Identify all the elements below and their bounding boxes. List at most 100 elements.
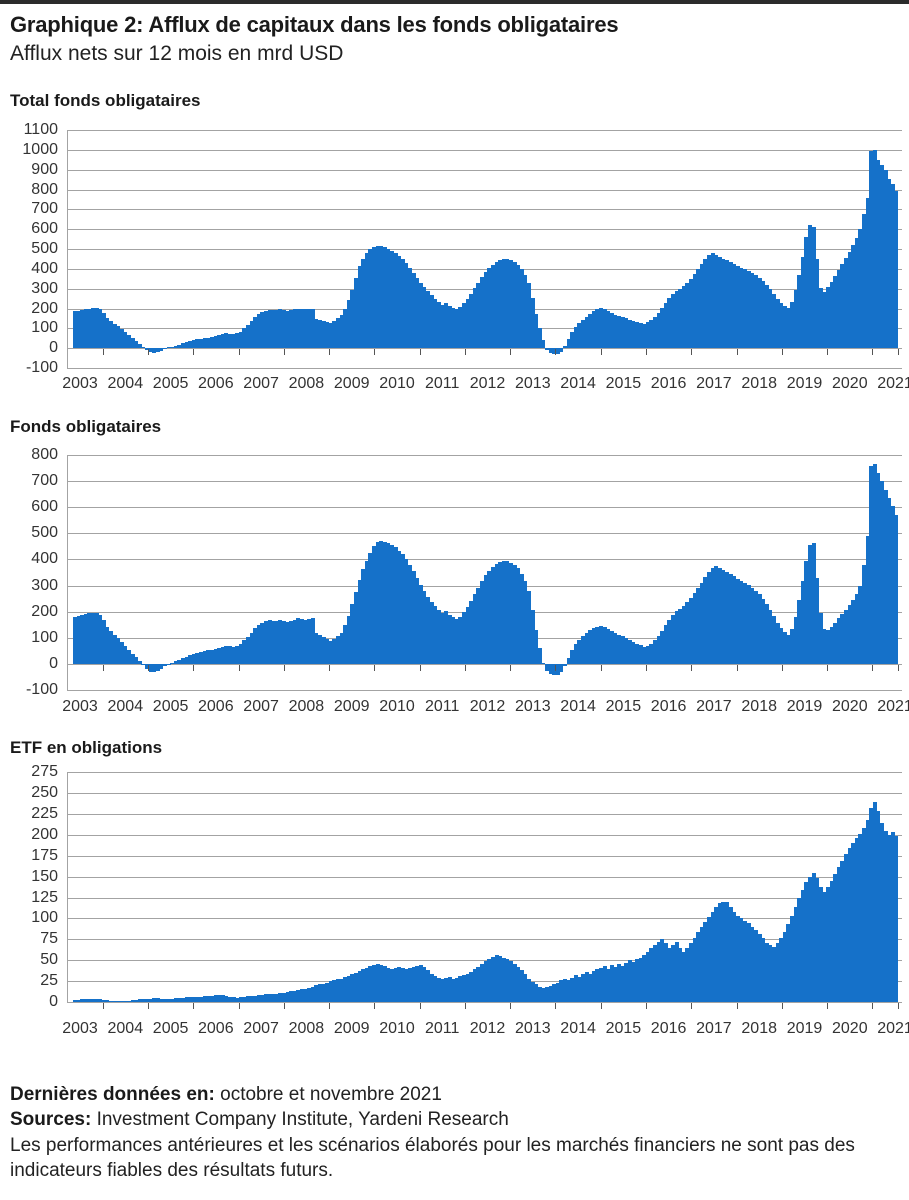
bar	[620, 966, 625, 1002]
bar	[861, 828, 866, 1002]
axis-tick	[147, 349, 149, 356]
bar	[638, 323, 643, 349]
bar	[433, 299, 438, 349]
bar	[761, 938, 766, 1002]
bar	[577, 639, 582, 664]
y-axis-label: 500	[31, 524, 58, 542]
bar	[588, 314, 593, 349]
bar	[775, 299, 780, 349]
bar	[267, 994, 272, 1002]
bar	[580, 974, 585, 1002]
y-axis-label: 600	[31, 498, 58, 516]
bar	[602, 626, 607, 664]
bar	[469, 601, 474, 664]
chart-title-fonds-obligataires: Fonds obligataires	[10, 417, 162, 436]
bar	[613, 314, 618, 349]
bar	[267, 310, 272, 349]
axis-tick	[374, 664, 376, 671]
x-axis-label: 2019	[786, 698, 823, 715]
bar	[224, 333, 229, 349]
gridline	[67, 348, 902, 350]
bar	[869, 150, 874, 349]
bar	[519, 268, 524, 349]
bar	[444, 303, 449, 349]
bar	[289, 991, 294, 1002]
bar	[807, 225, 812, 349]
bar	[289, 310, 294, 349]
bar	[307, 308, 312, 349]
bar	[483, 961, 488, 1002]
bar	[537, 328, 542, 349]
bar	[764, 603, 769, 664]
bar	[307, 619, 312, 664]
bar	[537, 986, 542, 1002]
bar	[73, 311, 77, 349]
bar	[847, 605, 852, 664]
y-axis-label: 1000	[22, 140, 58, 158]
bar	[332, 980, 337, 1002]
bar	[263, 994, 268, 1002]
bar	[249, 632, 254, 664]
bar	[851, 244, 856, 349]
x-axis-label: 2012	[469, 375, 506, 392]
bar	[541, 340, 546, 349]
x-axis-label: 2008	[288, 1020, 325, 1037]
bar	[516, 568, 521, 664]
bar	[609, 965, 614, 1002]
bar	[170, 662, 175, 664]
bar	[94, 307, 99, 349]
bar	[505, 959, 510, 1002]
axis-tick	[102, 349, 104, 356]
bar	[310, 308, 315, 349]
bar	[552, 984, 557, 1002]
x-axis-label: 2007	[243, 375, 279, 392]
axis-tick	[600, 664, 602, 671]
bar	[130, 1000, 135, 1002]
bar	[544, 663, 549, 672]
bar	[382, 541, 387, 664]
bar	[339, 978, 344, 1002]
bar	[447, 306, 452, 349]
bar	[462, 612, 467, 664]
bar	[418, 584, 423, 664]
bar	[357, 971, 362, 1002]
bar	[678, 947, 683, 1002]
axis-tick	[102, 664, 104, 671]
bar	[732, 911, 737, 1002]
axis-tick	[238, 349, 240, 356]
bar	[170, 346, 175, 349]
bar	[454, 977, 459, 1002]
gridline	[67, 611, 902, 613]
bar	[667, 298, 672, 349]
bar	[696, 268, 701, 349]
bar	[465, 298, 470, 349]
x-axis-label: 2003	[62, 1020, 98, 1037]
bar	[851, 599, 856, 664]
bar	[580, 320, 585, 349]
bar	[807, 545, 812, 664]
axis-tick	[872, 349, 874, 356]
bar	[840, 860, 845, 1002]
bar	[717, 257, 722, 349]
bar	[815, 577, 820, 664]
bar	[508, 562, 513, 664]
bar	[173, 997, 178, 1002]
x-axis-label: 2004	[107, 375, 144, 392]
y-axis-label: 200	[31, 299, 58, 317]
y-axis-label: 1100	[23, 121, 58, 138]
bar	[235, 997, 240, 1002]
axis-tick	[827, 1003, 829, 1009]
bar	[725, 571, 730, 664]
bar	[566, 980, 571, 1002]
bar	[231, 996, 236, 1002]
bar	[335, 979, 340, 1002]
axis-tick	[781, 1003, 783, 1009]
bar	[404, 262, 409, 349]
bar	[526, 591, 531, 664]
bar	[595, 969, 600, 1002]
bar	[584, 633, 589, 664]
gridline	[67, 876, 902, 878]
bar	[879, 480, 884, 664]
bar	[685, 948, 690, 1002]
